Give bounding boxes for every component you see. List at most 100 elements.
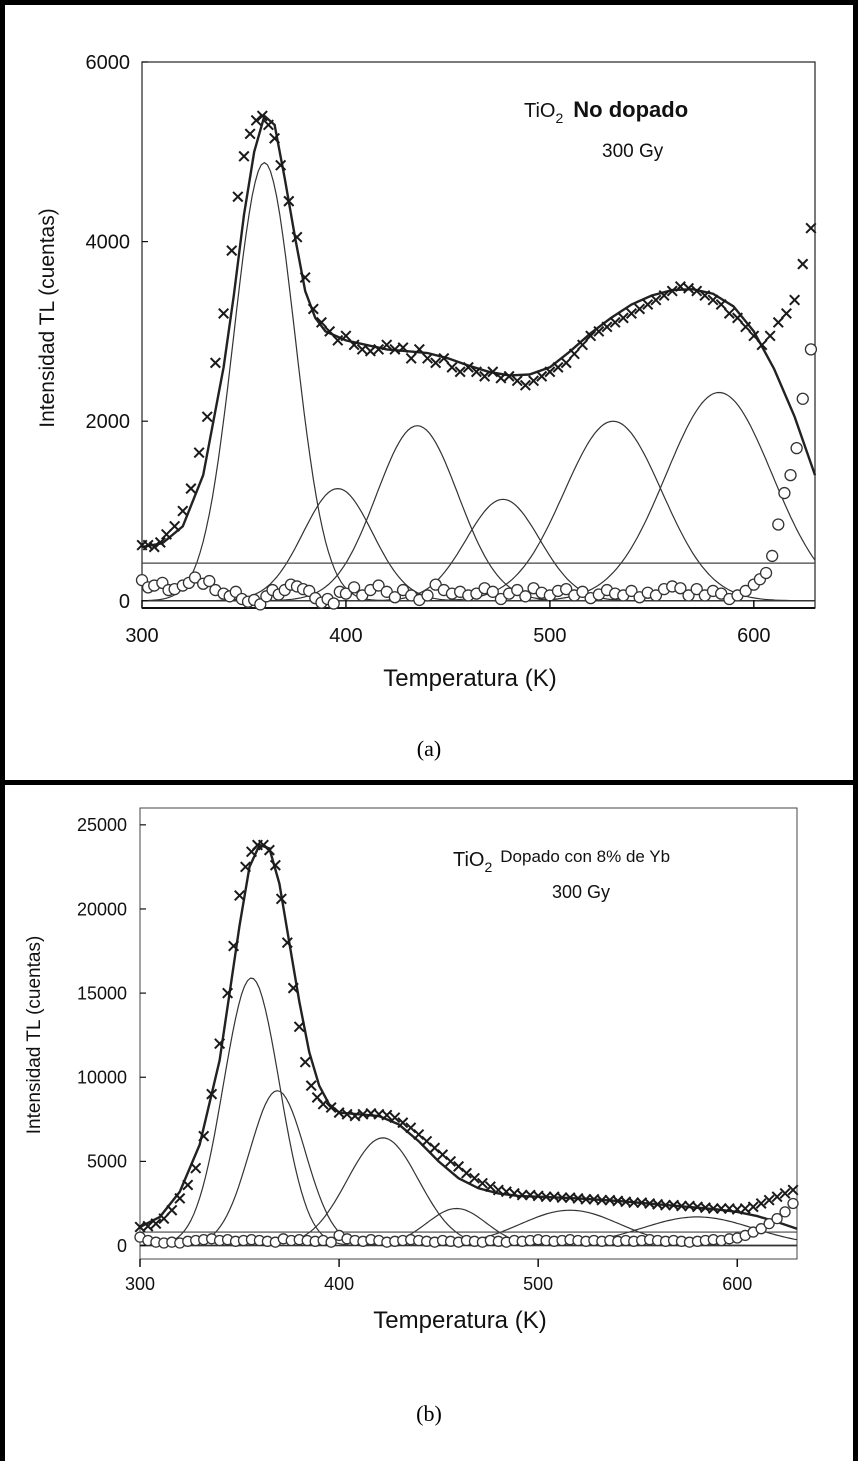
data-point-x: [234, 890, 246, 902]
data-point-x: [715, 1203, 727, 1215]
data-point-x: [446, 361, 458, 373]
data-point-x: [454, 366, 466, 378]
data-point-x: [422, 352, 434, 364]
data-point-o: [625, 584, 638, 598]
data-point-x: [495, 372, 507, 384]
panel-b-frame: [0, 781, 858, 1461]
data-point-x: [674, 280, 686, 293]
panel-b-annotation-subscript: 2: [484, 859, 492, 875]
y-tick-label: 15000: [77, 983, 127, 1003]
data-point-o: [511, 583, 524, 597]
panel-b-y-axis-label: Intensidad TL (cuentas): [24, 936, 45, 1135]
data-point-x: [142, 539, 154, 551]
data-point-x: [305, 1080, 317, 1092]
y-tick-label: 5000: [87, 1152, 127, 1172]
data-point-x: [299, 1056, 311, 1068]
data-point-x: [805, 222, 817, 234]
data-point-x: [468, 1172, 480, 1184]
x-tick-label: 300: [125, 1274, 155, 1294]
data-point-x: [585, 330, 597, 342]
panel-b-annotation-prefix: TiO: [453, 849, 484, 871]
data-point-x: [556, 1192, 568, 1204]
data-point-x: [381, 339, 393, 351]
data-point-x: [269, 132, 281, 144]
x-tick-label: 500: [533, 625, 566, 647]
data-point-x: [787, 1184, 799, 1196]
data-point-x: [228, 940, 240, 952]
data-point-o: [388, 591, 402, 604]
panel-a-y-axis-label: Intensidad TL (cuentas): [36, 208, 59, 427]
data-point-x: [317, 1098, 329, 1110]
data-point-x: [789, 294, 801, 306]
data-point-x: [158, 1213, 170, 1225]
data-point-x: [764, 330, 776, 342]
data-point-o: [772, 518, 785, 531]
data-point-x: [182, 1179, 194, 1191]
data-point-x: [755, 1197, 767, 1209]
data-point-x: [658, 289, 670, 301]
fit-component-2: [140, 1090, 797, 1247]
panel-b-annotation-label: Dopado con 8% de Yb: [500, 847, 670, 866]
data-point-o: [690, 582, 703, 596]
data-point-x: [240, 861, 252, 873]
data-point-x: [193, 447, 205, 459]
data-point-x: [601, 321, 613, 333]
data-point-x: [206, 1088, 218, 1100]
y-tick-label: 20000: [77, 899, 127, 919]
panel-b-y-ticks: 0 5000 10000 15000 20000 25000: [77, 815, 146, 1256]
data-point-x: [201, 411, 213, 423]
y-tick-label: 10000: [77, 1068, 127, 1088]
data-point-x: [462, 361, 474, 373]
panel-a-plot-frame: [141, 61, 816, 609]
data-point-x: [397, 1117, 409, 1129]
data-point-o: [339, 587, 353, 600]
data-point-x: [293, 1021, 305, 1033]
data-point-x: [508, 1187, 520, 1199]
data-point-x: [748, 330, 760, 342]
data-point-x: [154, 536, 166, 548]
data-point-x: [209, 357, 221, 369]
data-point-x: [503, 370, 515, 382]
panel-a: 300 400 500 600 0 2000 4000 6000 TiO2 No dopado…: [36, 52, 818, 761]
data-point-x: [405, 352, 417, 364]
data-point-x: [780, 307, 792, 319]
panel-b-x-ticks: 300 400 500 600: [125, 1259, 752, 1294]
data-point-x: [763, 1194, 775, 1206]
data-point-x: [275, 893, 287, 905]
x-tick-label: 600: [722, 1274, 752, 1294]
panel-a-annotation-label: No dopado: [573, 97, 688, 122]
data-point-x: [150, 1218, 162, 1230]
data-point-x: [707, 1203, 719, 1215]
data-point-o: [763, 1218, 775, 1230]
data-point-x: [739, 1203, 751, 1215]
data-point-x: [333, 1107, 345, 1119]
data-point-x: [356, 343, 368, 355]
panel-b: 300 400 500 600 0 5000 10000 15000 20000 25000 T…: [24, 807, 799, 1426]
data-point-o: [778, 486, 791, 500]
panel-a-annotation: TiO2 No dopado: [524, 97, 688, 126]
data-point-x: [756, 339, 768, 351]
data-point-x: [500, 1186, 512, 1198]
data-point-x: [340, 330, 352, 342]
data-point-x: [519, 379, 531, 391]
data-point-o: [372, 579, 385, 592]
data-point-o: [766, 549, 779, 563]
data-point-x: [389, 343, 401, 355]
data-point-x: [580, 1193, 592, 1205]
panel-b-series-x: [134, 839, 799, 1233]
data-point-x: [222, 987, 234, 999]
data-point-o: [519, 590, 532, 603]
data-point-x: [731, 312, 744, 324]
data-point-x: [262, 119, 274, 131]
data-point-x: [348, 339, 360, 351]
data-point-o: [739, 584, 752, 598]
data-point-x: [577, 339, 589, 351]
panel-a-annotation-prefix: TiO: [524, 100, 555, 122]
panel-b-plot-frame: [139, 807, 798, 1260]
data-point-o: [188, 571, 202, 584]
panel-a-series-x: [136, 110, 817, 553]
data-point-x: [715, 298, 727, 310]
data-point-x: [185, 483, 197, 495]
data-point-x: [244, 128, 256, 140]
data-point-x: [660, 1199, 672, 1211]
